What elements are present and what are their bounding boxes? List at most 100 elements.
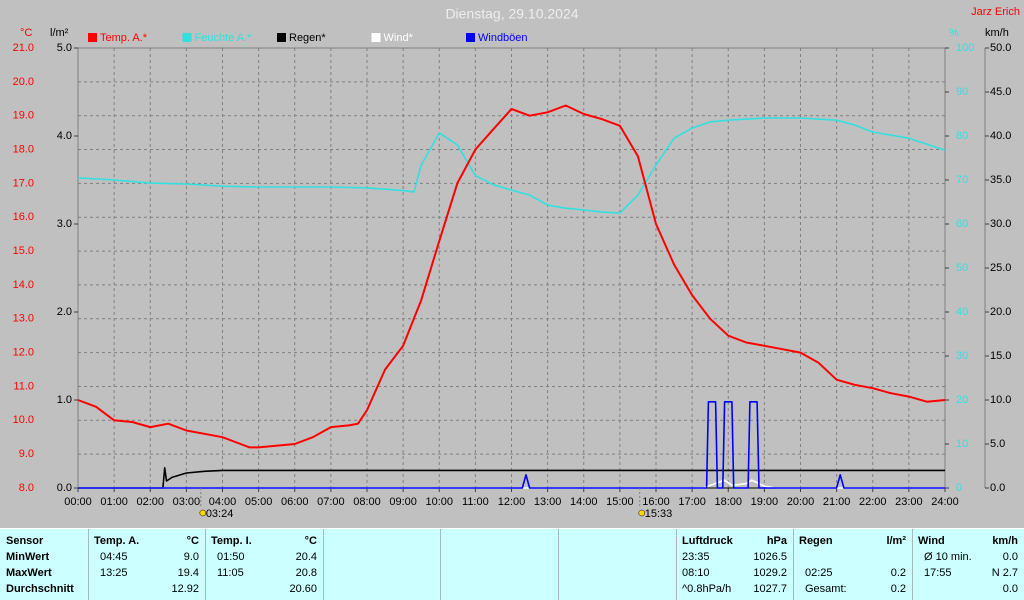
legend-label: Temp. A.*	[100, 32, 148, 44]
row-label: MaxWert	[6, 567, 52, 579]
axis-label: km/h	[985, 27, 1009, 39]
y2-tick-label: 60	[956, 218, 968, 230]
wind-tick-label: 50.0	[990, 42, 1011, 54]
y2-tick-label: 10	[956, 438, 968, 450]
table-value: 20.8	[295, 567, 317, 579]
rain-tick-label: 5.0	[57, 42, 72, 54]
table-value: 0.0	[1002, 583, 1018, 595]
legend-label: Windböen	[478, 32, 528, 44]
x-tick-label: 18:00	[714, 496, 742, 508]
table-time: Ø 10 min.	[924, 551, 972, 563]
legend-swatch	[182, 33, 192, 42]
table-value: 20.60	[289, 583, 317, 595]
wind-tick-label: 15.0	[990, 350, 1011, 362]
table-value: 20.4	[295, 551, 317, 563]
x-tick-label: 07:00	[317, 496, 345, 508]
y-tick-label: 19.0	[13, 110, 34, 122]
table-unit: km/h	[992, 535, 1018, 547]
wind-tick-label: 35.0	[990, 174, 1011, 186]
series-line	[77, 104, 946, 449]
y-tick-label: 15.0	[13, 245, 34, 257]
y-tick-label: 18.0	[13, 143, 34, 155]
column-separator	[440, 529, 441, 600]
table-header: Temp. A.	[94, 535, 140, 547]
x-tick-label: 12:00	[498, 496, 526, 508]
x-tick-label: 10:00	[425, 496, 453, 508]
table-unit: hPa	[766, 535, 787, 547]
x-tick-label: 24:00	[931, 496, 959, 508]
wind-tick-label: 25.0	[990, 262, 1011, 274]
table-time: 02:25	[805, 567, 833, 579]
x-tick-label: 04:00	[209, 496, 237, 508]
annotation-label: 15:33	[645, 508, 673, 520]
table-header: Wind	[918, 535, 945, 547]
table-header: Luftdruck	[682, 535, 733, 547]
x-tick-label: 09:00	[389, 496, 417, 508]
y-tick-label: 9.0	[19, 448, 34, 460]
y-tick-label: 20.0	[13, 76, 34, 88]
table-value: 0.0	[1002, 551, 1018, 563]
y2-tick-label: 100	[956, 42, 974, 54]
table-value: 1026.5	[753, 551, 787, 563]
y-tick-label: 11.0	[13, 380, 34, 392]
y-tick-label: 8.0	[19, 482, 34, 494]
table-value: 9.0	[183, 551, 199, 563]
wind-tick-label: 10.0	[990, 394, 1011, 406]
table-time: 11:05	[217, 567, 244, 579]
x-tick-label: 21:00	[823, 496, 851, 508]
row-label: Durchschnitt	[6, 583, 74, 595]
x-tick-label: 02:00	[136, 496, 164, 508]
x-tick-label: 00:00	[64, 496, 92, 508]
axis-label: l/m²	[50, 27, 69, 39]
wind-tick-label: 0.0	[990, 482, 1005, 494]
wind-tick-label: 45.0	[990, 86, 1011, 98]
x-tick-label: 16:00	[642, 496, 670, 508]
y2-tick-label: 40	[956, 306, 968, 318]
table-value: 1027.7	[753, 583, 787, 595]
column-separator	[676, 529, 677, 600]
y-tick-label: 13.0	[13, 313, 34, 325]
chart-title: Dienstag, 29.10.2024	[445, 6, 578, 22]
table-value: 0.2	[890, 583, 906, 595]
y-tick-label: 14.0	[13, 279, 34, 291]
table-time: Gesamt:	[805, 583, 847, 595]
table-header: Regen	[799, 535, 833, 547]
legend-label: Wind*	[384, 32, 414, 44]
column-separator	[793, 529, 794, 600]
x-tick-label: 11:00	[462, 496, 489, 508]
chart: Dienstag, 29.10.2024 Jarz Erich °C l/m² …	[13, 6, 1020, 520]
y-tick-label: 16.0	[13, 211, 34, 223]
table-unit: °C	[186, 535, 199, 547]
column-separator	[88, 529, 89, 600]
table-time: 01:50	[217, 551, 245, 563]
y2-tick-label: 80	[956, 130, 968, 142]
table-value: N 2.7	[991, 567, 1018, 579]
y2-tick-label: 50	[956, 262, 968, 274]
x-tick-label: 23:00	[895, 496, 923, 508]
axis-label: °C	[20, 27, 32, 39]
wind-tick-label: 20.0	[990, 306, 1011, 318]
wind-tick-label: 5.0	[990, 438, 1005, 450]
rain-tick-label: 1.0	[57, 394, 72, 406]
wind-tick-label: 40.0	[990, 130, 1011, 142]
x-tick-label: 06:00	[281, 496, 309, 508]
x-tick-label: 15:00	[606, 496, 634, 508]
legend-swatch	[88, 33, 97, 42]
table-value: 12.92	[171, 583, 199, 595]
x-tick-label: 08:00	[353, 496, 381, 508]
y-tick-label: 12.0	[13, 347, 34, 359]
y2-tick-label: 70	[956, 174, 968, 186]
y-tick-label: 10.0	[13, 414, 34, 426]
x-tick-label: 03:00	[173, 496, 201, 508]
y-tick-label: 21.0	[13, 42, 34, 54]
y2-tick-label: 90	[956, 86, 968, 98]
series-line	[78, 401, 945, 489]
y2-tick-label: 30	[956, 350, 968, 362]
table-value: 1029.2	[753, 567, 787, 579]
table-unit: °C	[304, 535, 317, 547]
x-tick-label: 17:00	[678, 496, 706, 508]
x-tick-label: 13:00	[534, 496, 562, 508]
table-unit: l/m²	[886, 535, 906, 547]
column-separator	[205, 529, 206, 600]
